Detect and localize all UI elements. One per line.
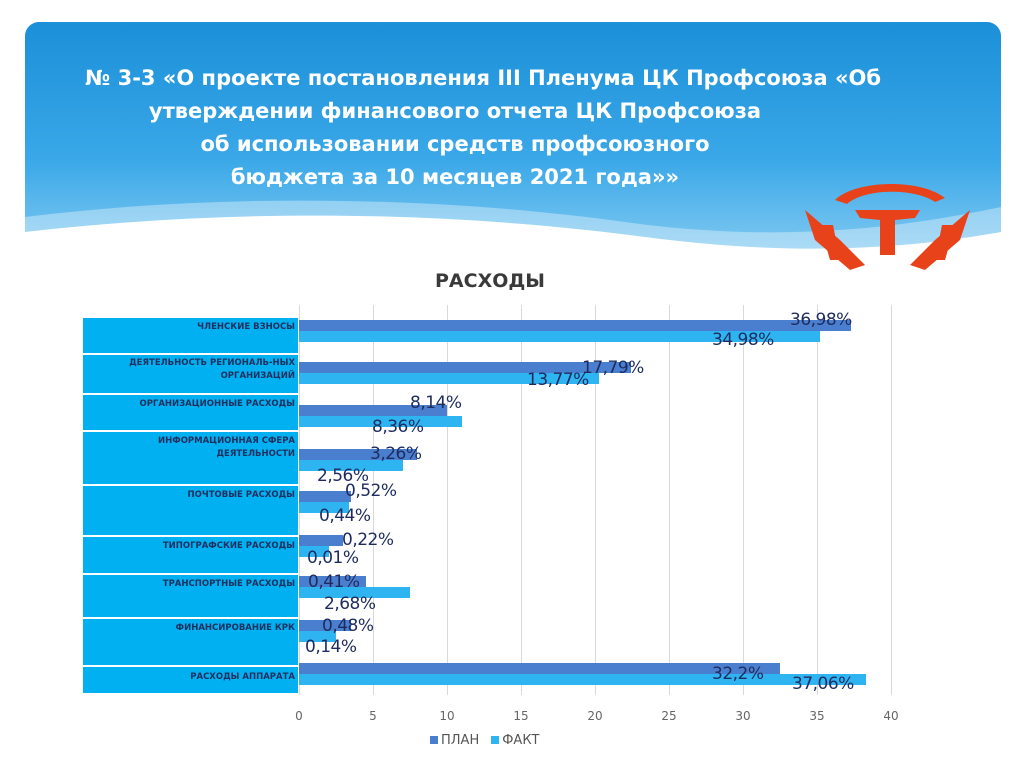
fact-bar	[299, 373, 600, 384]
plan-data-label: 36,98%	[790, 310, 852, 330]
plan-bar	[299, 405, 447, 416]
title-line: утверждении финансового отчета ЦК Профсо…	[148, 99, 762, 123]
gridline	[373, 305, 374, 695]
gridline	[447, 305, 448, 695]
fact-data-label: 0,14%	[305, 637, 357, 657]
fact-data-label: 0,44%	[319, 506, 371, 526]
category-label: РАСХОДЫ АППАРАТА	[83, 667, 298, 693]
chart-title: РАСХОДЫ	[435, 270, 545, 292]
title-line: об использовании средств профсоюзного	[200, 132, 710, 156]
title-line: № 3-3 «О проекте постановления III Плену…	[85, 66, 882, 90]
category-label: ДЕЯТЕЛЬНОСТЬ РЕГИОНАЛЬ-НЫХ ОРГАНИЗАЦИЙ	[83, 355, 298, 393]
plan-data-label: 17,79%	[582, 358, 644, 378]
x-tick-label: 0	[295, 709, 303, 723]
category-label: ТРАНСПОРТНЫЕ РАСХОДЫ	[83, 575, 298, 617]
fact-bar	[299, 460, 403, 471]
fact-bar	[299, 674, 866, 685]
plan-data-label: 32,2%	[712, 664, 764, 684]
x-tick-label: 5	[369, 709, 377, 723]
category-label: ИНФОРМАЦИОННАЯ СФЕРА ДЕЯТЕЛЬНОСТИ	[83, 432, 298, 484]
gridline	[669, 305, 670, 695]
fact-bar	[299, 331, 820, 342]
legend-label: ФАКТ	[502, 733, 540, 748]
gridline	[743, 305, 744, 695]
plan-bar	[299, 362, 631, 373]
fact-data-label: 2,56%	[317, 466, 369, 486]
plan-bar	[299, 535, 344, 546]
header-banner: № 3-3 «О проекте постановления III Плену…	[25, 22, 1001, 272]
wave-decoration	[25, 200, 1001, 272]
title-line: бюджета за 10 месяцев 2021 года»»	[230, 165, 680, 189]
chart-legend: ПЛАН ФАКТ	[430, 733, 540, 748]
legend-swatch	[491, 736, 500, 744]
gridline	[891, 305, 892, 695]
plan-data-label: 0,41%	[308, 572, 360, 592]
fact-data-label: 0,01%	[307, 548, 359, 568]
plan-bar	[299, 491, 351, 502]
fact-bar	[299, 631, 336, 642]
x-tick-label: 25	[661, 709, 677, 723]
gridline	[595, 305, 596, 695]
plan-data-label: 3,26%	[370, 444, 422, 464]
category-label: ТИПОГРАФСКИЕ РАСХОДЫ	[83, 537, 298, 573]
category-label: ПОЧТОВЫЕ РАСХОДЫ	[83, 486, 298, 535]
union-logo	[805, 183, 970, 270]
fact-data-label: 2,68%	[324, 594, 376, 614]
fact-bar	[299, 546, 329, 557]
plan-bar	[299, 620, 351, 631]
x-tick-label: 15	[513, 709, 529, 723]
gridline	[521, 305, 522, 695]
x-tick-label: 20	[587, 709, 603, 723]
fact-data-label: 13,77%	[527, 370, 589, 390]
x-tick-label: 40	[883, 709, 899, 723]
plan-data-label: 0,48%	[322, 616, 374, 636]
gridline	[817, 305, 818, 695]
legend-item-fact: ФАКТ	[491, 733, 540, 748]
fact-data-label: 34,98%	[712, 330, 774, 350]
plan-bar	[299, 576, 366, 587]
legend-label: ПЛАН	[441, 733, 480, 748]
plan-bar	[299, 320, 852, 331]
plan-data-label: 0,22%	[342, 530, 394, 550]
legend-swatch	[430, 736, 438, 744]
plan-bar	[299, 449, 418, 460]
x-tick-label: 30	[735, 709, 751, 723]
fact-bar	[299, 416, 462, 427]
legend-item-plan: ПЛАН	[430, 733, 479, 748]
category-label: ЧЛЕНСКИЕ ВЗНОСЫ	[83, 318, 298, 353]
plan-data-label: 0,52%	[345, 481, 397, 501]
fact-data-label: 37,06%	[792, 674, 854, 694]
fact-bar	[299, 502, 350, 513]
plan-bar	[299, 663, 780, 674]
fact-bar	[299, 587, 410, 598]
x-tick-label: 35	[809, 709, 825, 723]
x-tick-label: 10	[439, 709, 455, 723]
plan-data-label: 8,14%	[410, 393, 462, 413]
category-label: ФИНАНСИРОВАНИЕ КРК	[83, 619, 298, 665]
fact-data-label: 8,36%	[372, 417, 424, 437]
slide-title: № 3-3 «О проекте постановления III Плену…	[85, 62, 882, 194]
category-label: ОРГАНИЗАЦИОННЫЕ РАСХОДЫ	[83, 395, 298, 430]
